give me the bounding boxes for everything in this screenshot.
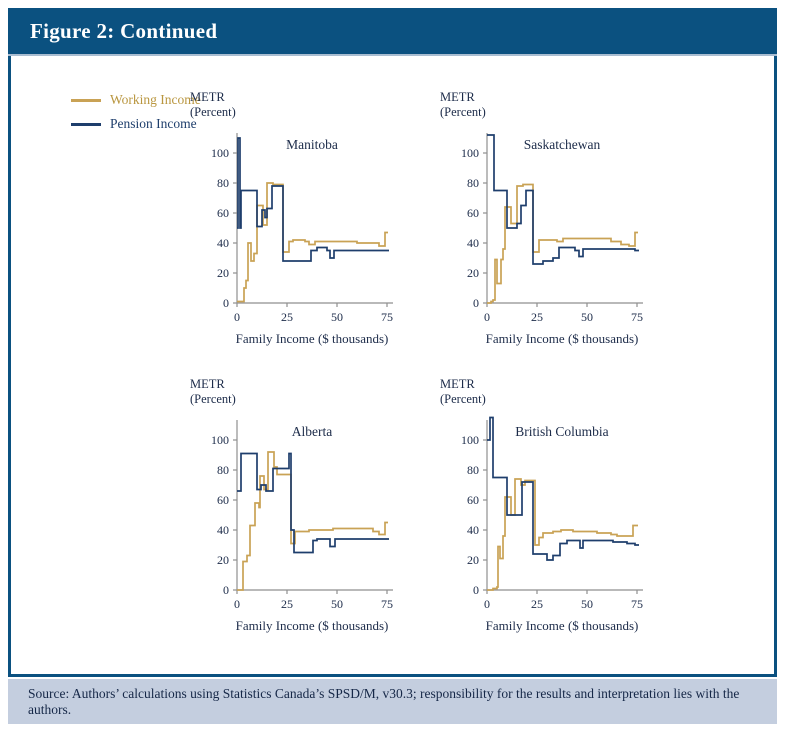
series-line-working xyxy=(237,451,388,591)
y-tick-label: 100 xyxy=(211,433,229,447)
y-tick-label: 40 xyxy=(217,236,229,250)
y-tick-label: 80 xyxy=(467,463,479,477)
figure-header: Figure 2: Continued xyxy=(8,8,777,56)
y-tick-label: 80 xyxy=(217,463,229,477)
source-text: Source: Authors’ calculations using Stat… xyxy=(28,685,740,717)
x-axis-title: Family Income ($ thousands) xyxy=(236,331,389,346)
y-axis-title-line1: METR xyxy=(440,90,475,104)
y-tick-label: 0 xyxy=(223,583,229,597)
y-tick-label: 100 xyxy=(461,433,479,447)
chart-saskatchewan: 0 20 40 60 80 100 0 25 50 75 METR(Percent) Saskatch… xyxy=(440,90,643,346)
x-tick-label: 75 xyxy=(381,310,393,324)
x-tick-label: 50 xyxy=(331,310,343,324)
x-tick-label: 25 xyxy=(281,310,293,324)
x-axis-title: Family Income ($ thousands) xyxy=(486,331,639,346)
x-tick-label: 0 xyxy=(234,310,240,324)
series-line-working xyxy=(487,478,638,591)
y-tick-label: 20 xyxy=(217,553,229,567)
y-axis-title-line2: (Percent) xyxy=(440,105,486,119)
working-income-line-swatch xyxy=(71,98,101,102)
chart-alberta: 0 20 40 60 80 100 0 25 50 75 METR(Percent) Alberta F… xyxy=(190,377,393,633)
source-bar: Source: Authors’ calculations using Stat… xyxy=(8,679,777,724)
y-tick-label: 60 xyxy=(467,206,479,220)
chart-title: British Columbia xyxy=(515,424,608,439)
y-axis-title-line1: METR xyxy=(190,90,225,104)
y-axis-title-line2: (Percent) xyxy=(190,392,236,406)
x-tick-label: 75 xyxy=(381,597,393,611)
y-tick-label: 0 xyxy=(473,296,479,310)
series-line-pension xyxy=(237,137,389,262)
legend-label-pension: Pension Income xyxy=(110,116,197,131)
y-tick-label: 40 xyxy=(217,523,229,537)
y-tick-label: 0 xyxy=(473,583,479,597)
y-tick-label: 100 xyxy=(461,146,479,160)
series-line-working xyxy=(237,182,388,303)
figure-container: Figure 2: Continued Working Income Pensi… xyxy=(8,8,777,724)
chart-title: Saskatchewan xyxy=(524,137,601,152)
y-tick-label: 60 xyxy=(217,206,229,220)
x-tick-label: 50 xyxy=(581,597,593,611)
x-tick-label: 0 xyxy=(484,597,490,611)
x-tick-label: 50 xyxy=(581,310,593,324)
x-tick-label: 0 xyxy=(234,597,240,611)
x-tick-label: 25 xyxy=(281,597,293,611)
x-axis-title: Family Income ($ thousands) xyxy=(236,618,389,633)
y-axis-title-line1: METR xyxy=(440,377,475,391)
y-tick-label: 20 xyxy=(217,266,229,280)
y-tick-label: 80 xyxy=(217,176,229,190)
legend-item-working: Working Income xyxy=(71,92,201,108)
y-tick-label: 20 xyxy=(467,553,479,567)
y-tick-label: 80 xyxy=(467,176,479,190)
y-tick-label: 20 xyxy=(467,266,479,280)
series-line-pension xyxy=(487,134,639,265)
series-line-working xyxy=(487,183,638,304)
series-line-pension xyxy=(487,416,639,561)
series-line-pension xyxy=(237,452,389,554)
y-tick-label: 60 xyxy=(467,493,479,507)
pension-income-line-swatch xyxy=(71,122,101,126)
x-tick-label: 0 xyxy=(484,310,490,324)
x-tick-label: 75 xyxy=(631,597,643,611)
chart-british-columbia: 0 20 40 60 80 100 0 25 50 75 METR(Percent) British … xyxy=(440,377,643,633)
x-tick-label: 75 xyxy=(631,310,643,324)
y-axis-title-line1: METR xyxy=(190,377,225,391)
y-tick-label: 100 xyxy=(211,146,229,160)
x-tick-label: 25 xyxy=(531,597,543,611)
legend-label-working: Working Income xyxy=(110,92,201,107)
legend-item-pension: Pension Income xyxy=(71,116,201,132)
figure-title: Figure 2: Continued xyxy=(30,18,218,43)
x-tick-label: 25 xyxy=(531,310,543,324)
y-tick-label: 0 xyxy=(223,296,229,310)
figure-body: Working Income Pension Income 0 20 40 60 80 1… xyxy=(8,56,777,677)
legend: Working Income Pension Income xyxy=(71,92,201,140)
y-axis-title-line2: (Percent) xyxy=(440,392,486,406)
x-axis-title: Family Income ($ thousands) xyxy=(486,618,639,633)
y-tick-label: 40 xyxy=(467,236,479,250)
y-tick-label: 60 xyxy=(217,493,229,507)
y-tick-label: 40 xyxy=(467,523,479,537)
x-tick-label: 50 xyxy=(331,597,343,611)
chart-title: Manitoba xyxy=(286,137,338,152)
y-axis-title-line2: (Percent) xyxy=(190,105,236,119)
chart-title: Alberta xyxy=(292,424,332,439)
chart-manitoba: 0 20 40 60 80 100 0 25 50 75 METR(Percent) Manitoba… xyxy=(190,90,393,346)
